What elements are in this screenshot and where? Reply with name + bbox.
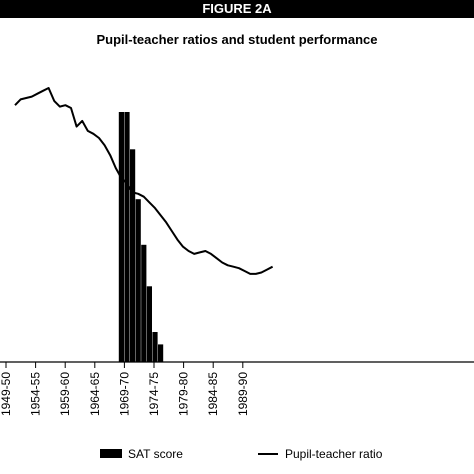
x-ticks	[5, 362, 244, 368]
x-tick-label: 1954-55	[29, 372, 43, 416]
legend-bar-swatch	[100, 449, 122, 458]
x-tick-label: 1959-60	[58, 372, 72, 416]
x-tick-labels: 1949-50 1954-55 1959-60 1964-65 1969-70 1974-…	[0, 372, 250, 416]
x-tick-label: 1974-75	[147, 372, 161, 416]
sat-bar	[135, 199, 141, 362]
figure-label: FIGURE 2A	[0, 0, 474, 18]
legend: SAT score Pupil-teacher ratio	[100, 447, 383, 461]
sat-bars	[118, 112, 164, 362]
chart-title: Pupil-teacher ratios and student perform…	[96, 32, 378, 47]
sat-bar	[118, 112, 124, 362]
sat-bar	[130, 149, 136, 362]
x-tick-label: 1979-80	[177, 372, 191, 416]
sat-bar	[124, 112, 130, 362]
legend-line-label: Pupil-teacher ratio	[285, 447, 383, 461]
x-tick-label: 1989-90	[236, 372, 250, 416]
x-tick-label: 1964-65	[88, 372, 102, 416]
legend-bar-label: SAT score	[128, 447, 183, 461]
sat-bar	[158, 344, 164, 362]
x-tick-label: 1949-50	[0, 372, 13, 416]
x-tick-label: 1984-85	[206, 372, 220, 416]
pupil-teacher-line-layer	[14, 87, 274, 275]
sat-bar	[141, 244, 147, 362]
sat-bar	[152, 332, 158, 362]
x-tick-label: 1969-70	[117, 372, 131, 416]
pupil-teacher-line	[14, 87, 274, 275]
sat-bar	[146, 286, 152, 362]
